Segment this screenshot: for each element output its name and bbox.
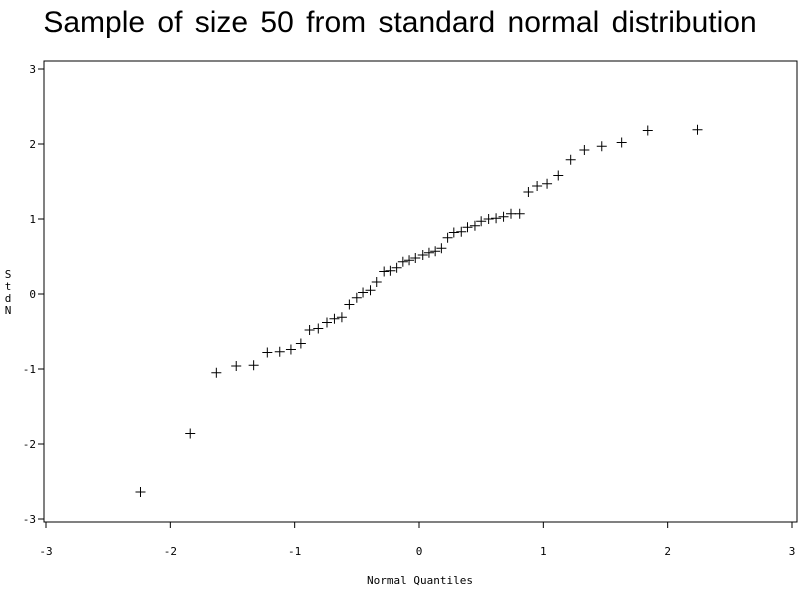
data-point	[423, 247, 434, 258]
data-point	[321, 317, 332, 328]
x-tick-label: 2	[664, 545, 671, 558]
data-point	[358, 287, 369, 298]
data-point	[404, 255, 415, 266]
x-axis-label: Normal Quantiles	[367, 574, 473, 587]
data-point	[642, 125, 653, 136]
y-axis-label-char: S	[5, 268, 12, 281]
data-point	[565, 154, 576, 165]
data-point	[262, 347, 273, 358]
data-point	[553, 170, 564, 181]
y-tick-label: -2	[23, 438, 36, 451]
x-tick-label: 1	[540, 545, 547, 558]
data-point	[483, 214, 494, 224]
data-point	[410, 253, 421, 263]
data-point	[430, 246, 441, 257]
x-tick-label: -3	[39, 545, 52, 558]
chart-title: Sample of size 50 from standard normal d…	[43, 6, 757, 39]
data-point	[365, 285, 376, 296]
x-axis-ticks: -3 -2 -1 0 1 2 3	[39, 522, 795, 558]
data-point	[336, 312, 347, 323]
data-point	[135, 487, 146, 497]
data-point	[462, 222, 473, 233]
y-tick-label: 1	[29, 213, 36, 226]
data-point	[579, 145, 590, 155]
data-point	[616, 137, 627, 148]
data-point	[417, 250, 428, 260]
data-point	[248, 360, 259, 371]
data-point	[313, 323, 324, 334]
data-point	[476, 216, 487, 227]
data-point	[491, 213, 502, 224]
data-point	[692, 124, 703, 135]
data-point	[523, 187, 534, 197]
x-tick-label: 0	[416, 545, 423, 558]
y-tick-label: -3	[23, 513, 36, 526]
y-axis-label-char: t	[5, 280, 12, 293]
data-point	[385, 265, 396, 276]
data-point	[295, 338, 306, 349]
data-point	[436, 243, 447, 254]
y-tick-label: -1	[23, 363, 36, 376]
data-point	[231, 361, 242, 371]
data-point	[514, 208, 525, 219]
data-point	[397, 256, 408, 267]
x-tick-label: -2	[164, 545, 177, 558]
data-point	[596, 141, 607, 152]
data-point	[211, 367, 222, 378]
y-axis-ticks: -3 -2 -1 0 1 2 3	[23, 63, 44, 526]
y-tick-label: 2	[29, 138, 36, 151]
data-point	[285, 344, 296, 355]
data-point	[506, 208, 517, 219]
data-point	[532, 181, 543, 191]
data-point	[456, 226, 467, 237]
y-tick-label: 3	[29, 63, 36, 76]
plot-frame	[43, 60, 798, 523]
data-point	[304, 325, 315, 335]
data-point	[391, 262, 402, 273]
data-point	[371, 277, 382, 287]
data-point	[344, 299, 355, 310]
data-points	[135, 124, 703, 497]
data-point	[379, 266, 390, 277]
data-point	[448, 227, 459, 238]
data-point	[442, 232, 453, 243]
data-point	[542, 178, 553, 189]
x-tick-label: 3	[789, 545, 796, 558]
data-point	[329, 313, 340, 324]
data-point	[498, 211, 509, 222]
y-tick-label: 0	[29, 288, 36, 301]
data-point	[274, 346, 285, 357]
data-point	[469, 220, 480, 231]
data-point	[351, 292, 362, 303]
y-axis-label-char: d	[5, 292, 12, 305]
y-axis-label-char: N	[5, 304, 12, 317]
x-tick-label: -1	[288, 545, 301, 558]
data-point	[185, 428, 196, 439]
